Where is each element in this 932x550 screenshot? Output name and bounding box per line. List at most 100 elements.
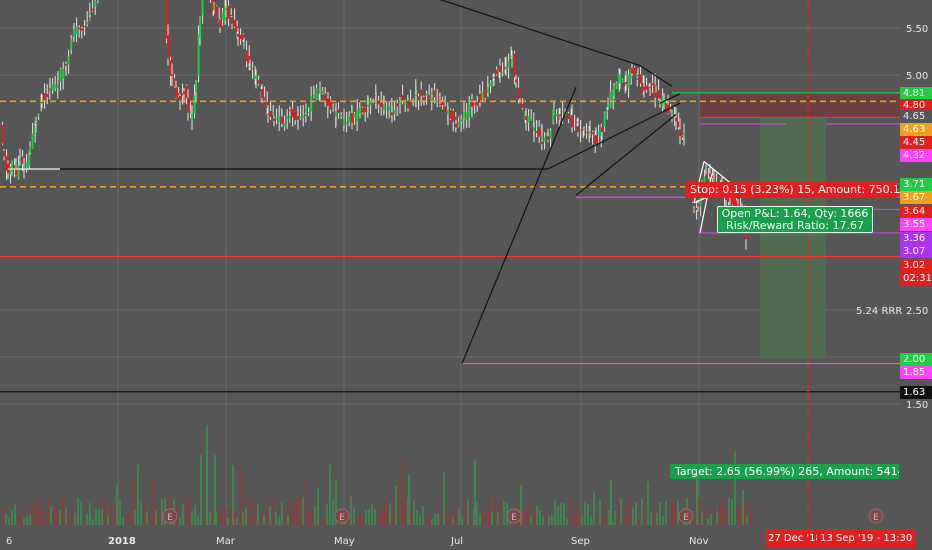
earnings-marker-label: E	[683, 513, 689, 523]
candle-body	[67, 56, 70, 65]
candle-body	[1, 125, 4, 144]
candle-body	[393, 110, 396, 115]
candle-body	[501, 72, 504, 74]
candle-body	[275, 118, 278, 120]
candle-body	[521, 103, 524, 109]
candle-body	[401, 94, 404, 102]
price-label: 4.65	[900, 110, 932, 124]
candle-body	[179, 96, 181, 101]
candle-body	[3, 151, 5, 157]
price-label: 1.85	[900, 366, 932, 380]
candle-body	[89, 17, 91, 20]
earnings-marker-label: E	[167, 513, 173, 523]
volume-bar	[467, 499, 469, 525]
trendline-1[interactable]	[168, 0, 641, 67]
candle-body	[463, 112, 465, 118]
trendline-7[interactable]	[575, 114, 677, 196]
trendline-2[interactable]	[639, 65, 673, 87]
volume-bar	[629, 498, 631, 525]
candle-body	[31, 133, 34, 149]
volume-bar	[332, 500, 334, 525]
volume-bar	[44, 517, 46, 525]
volume-bar	[326, 504, 328, 525]
candle-body	[511, 58, 513, 62]
volume-bar	[53, 504, 55, 525]
trendline-5[interactable]	[461, 86, 577, 364]
candle-body	[493, 77, 495, 79]
candle-body	[407, 100, 409, 109]
volume-bar	[218, 506, 220, 525]
candle-body	[273, 118, 275, 121]
candle-body	[173, 78, 176, 87]
y-tick-label: 2.50	[906, 306, 928, 317]
volume-bar	[98, 508, 100, 525]
earnings-marker[interactable]: E	[162, 508, 178, 524]
candle-body	[34, 125, 37, 134]
candle-body	[659, 103, 661, 105]
volume-bar	[275, 511, 277, 525]
candle-body	[705, 174, 707, 176]
volume-bar	[596, 516, 598, 525]
trendline-6[interactable]	[547, 102, 681, 170]
candle-body	[351, 113, 353, 123]
candle-body	[218, 18, 221, 20]
volume-bar	[671, 503, 673, 525]
volume-bar	[536, 505, 538, 525]
candle-body	[201, 0, 204, 16]
y-tick-label: 1.50	[906, 400, 928, 411]
candle-body	[633, 67, 636, 74]
candle-body	[340, 114, 343, 117]
take-profit-badge[interactable]: Target: 2.65 (56.99%) 265, Amount: 5414	[670, 464, 899, 479]
candle-body	[361, 107, 364, 113]
open-pnl-badge[interactable]: Open P&L: 1.64, Qty: 1666 Risk/Reward Ra…	[717, 206, 873, 233]
candle-body	[227, 5, 230, 19]
trendline-9[interactable]	[703, 161, 735, 187]
earnings-marker[interactable]: E	[506, 508, 522, 524]
volume-bar	[23, 517, 25, 525]
candle-body	[191, 113, 193, 120]
volume-bar	[185, 501, 187, 525]
earnings-marker[interactable]: E	[868, 508, 884, 524]
x-tick-label: May	[334, 536, 355, 547]
candle-body	[624, 83, 627, 87]
volume-bar	[731, 498, 733, 525]
candle-body	[197, 34, 200, 76]
volume-bar	[368, 508, 370, 525]
volume-bar	[59, 509, 61, 525]
candle-body	[591, 132, 594, 135]
candle-body	[335, 111, 337, 117]
candle-body	[567, 113, 570, 120]
price-label: 3.67	[900, 191, 932, 205]
candle-body	[695, 207, 698, 211]
candle-body	[304, 114, 307, 116]
volume-bar	[365, 509, 367, 525]
volume-bar	[527, 503, 529, 525]
candle-body	[507, 60, 510, 68]
volume-bar	[452, 518, 454, 525]
candle-body	[693, 208, 695, 210]
candle-body	[345, 122, 348, 124]
earnings-marker[interactable]: E	[334, 508, 350, 524]
volume-bar	[557, 506, 559, 525]
candle-body	[213, 4, 215, 10]
candle-body	[643, 86, 645, 91]
volume-bar	[125, 517, 127, 525]
candle-body	[504, 67, 507, 70]
trendline-8[interactable]	[659, 93, 681, 104]
volume-bar	[602, 502, 604, 525]
earnings-marker[interactable]: E	[678, 508, 694, 524]
candle-body	[396, 103, 399, 107]
volume-bar	[590, 515, 592, 525]
volume-bar	[530, 515, 532, 525]
volume-bar	[314, 506, 316, 525]
volume-bar	[701, 512, 703, 525]
candle-body	[375, 102, 377, 104]
volume-spike	[742, 490, 744, 525]
candle-body	[555, 113, 558, 116]
stop-loss-badge[interactable]: Stop: 0.15 (3.23%) 15, Amount: 750.1	[685, 182, 897, 198]
volume-bar	[140, 502, 142, 525]
candle-body	[533, 127, 535, 132]
candle-body	[324, 94, 327, 101]
volume-bar	[503, 501, 505, 525]
